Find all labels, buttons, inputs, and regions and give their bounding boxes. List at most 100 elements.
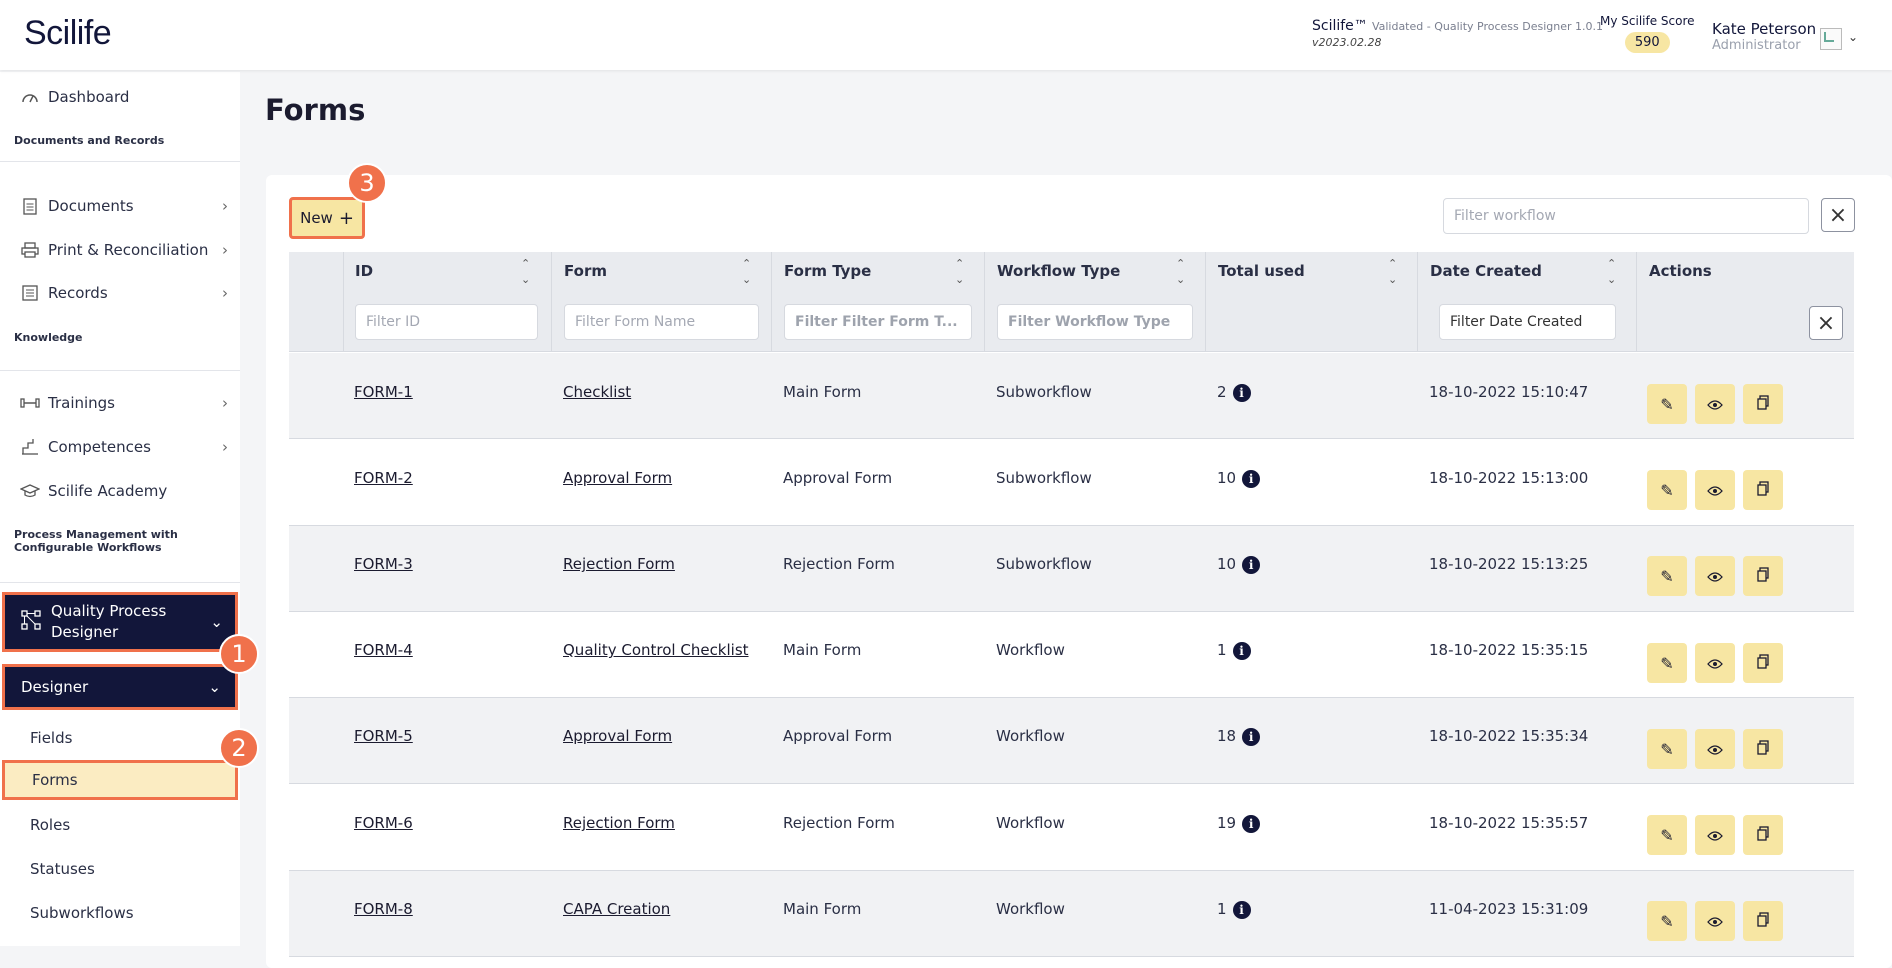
sidebar-item-subworkflows[interactable]: Subworkflows bbox=[30, 904, 134, 922]
info-icon[interactable]: i bbox=[1232, 641, 1251, 660]
info-icon[interactable]: i bbox=[1232, 383, 1251, 402]
form-id-link[interactable]: FORM-1 bbox=[354, 383, 413, 401]
copy-icon bbox=[1757, 739, 1769, 759]
edit-button[interactable]: ✎ bbox=[1647, 556, 1687, 596]
score-badge: 590 bbox=[1624, 32, 1670, 53]
edit-button[interactable]: ✎ bbox=[1647, 901, 1687, 941]
sidebar-item-fields[interactable]: Fields bbox=[30, 729, 73, 747]
copy-button[interactable] bbox=[1743, 729, 1783, 769]
view-button[interactable] bbox=[1695, 556, 1735, 596]
form-id-link[interactable]: FORM-4 bbox=[354, 641, 413, 659]
clear-column-filters-button[interactable]: × bbox=[1809, 306, 1843, 340]
form-name-link[interactable]: Approval Form bbox=[563, 469, 673, 487]
form-id-link[interactable]: FORM-8 bbox=[354, 900, 413, 918]
view-button[interactable] bbox=[1695, 470, 1735, 510]
sort-icon[interactable]: ⌃ ⌄ bbox=[521, 257, 531, 286]
form-name-link[interactable]: Quality Control Checklist bbox=[563, 641, 749, 659]
chevron-down-icon[interactable]: ⌄ bbox=[1848, 30, 1859, 44]
column-header-date-created[interactable]: Date Created bbox=[1430, 262, 1542, 280]
sidebar-item-statuses[interactable]: Statuses bbox=[30, 860, 95, 878]
copy-button[interactable] bbox=[1743, 470, 1783, 510]
sidebar-item-print-reconciliation[interactable]: Print & Reconciliation › bbox=[0, 230, 240, 270]
form-type-cell: Main Form bbox=[783, 641, 862, 659]
form-id-link[interactable]: FORM-5 bbox=[354, 727, 413, 745]
info-icon[interactable]: i bbox=[1242, 814, 1261, 833]
edit-button[interactable]: ✎ bbox=[1647, 729, 1687, 769]
user-role: Administrator bbox=[1712, 38, 1801, 53]
copy-button[interactable] bbox=[1743, 901, 1783, 941]
form-type-cell: Main Form bbox=[783, 383, 862, 401]
filter-date-created-input[interactable] bbox=[1439, 304, 1616, 340]
view-button[interactable] bbox=[1695, 384, 1735, 424]
view-button[interactable] bbox=[1695, 815, 1735, 855]
column-header-total-used[interactable]: Total used bbox=[1218, 262, 1305, 280]
chevron-down-icon: ⌄ bbox=[208, 678, 221, 696]
sidebar-item-quality-process-designer[interactable]: Quality Process Designer ⌄ bbox=[2, 592, 238, 652]
form-name-link[interactable]: Rejection Form bbox=[563, 814, 675, 832]
total-used-value: 18 bbox=[1217, 727, 1237, 745]
sidebar-item-dashboard[interactable]: Dashboard bbox=[0, 77, 240, 117]
column-header-form[interactable]: Form bbox=[564, 262, 607, 280]
sidebar-item-academy[interactable]: Scilife Academy bbox=[0, 471, 240, 511]
column-header-id[interactable]: ID bbox=[355, 262, 374, 280]
form-name-link[interactable]: Checklist bbox=[563, 383, 632, 401]
view-button[interactable] bbox=[1695, 643, 1735, 683]
copy-button[interactable] bbox=[1743, 643, 1783, 683]
chevron-right-icon: › bbox=[222, 197, 228, 215]
sidebar-item-competences[interactable]: Competences › bbox=[0, 427, 240, 467]
edit-button[interactable]: ✎ bbox=[1647, 815, 1687, 855]
sidebar-item-trainings[interactable]: Trainings › bbox=[0, 383, 240, 423]
info-icon[interactable]: i bbox=[1242, 469, 1261, 488]
page-title: Forms bbox=[265, 93, 366, 127]
edit-button[interactable]: ✎ bbox=[1647, 643, 1687, 683]
view-button[interactable] bbox=[1695, 901, 1735, 941]
filter-id-input[interactable] bbox=[355, 304, 538, 340]
column-header-form-type[interactable]: Form Type bbox=[784, 262, 872, 280]
user-info[interactable]: Kate Peterson Administrator bbox=[1712, 20, 1816, 53]
eye-icon bbox=[1707, 912, 1723, 931]
form-id-link[interactable]: FORM-3 bbox=[354, 555, 413, 573]
copy-button[interactable] bbox=[1743, 384, 1783, 424]
copy-button[interactable] bbox=[1743, 556, 1783, 596]
view-button[interactable] bbox=[1695, 729, 1735, 769]
info-icon[interactable]: i bbox=[1242, 555, 1261, 574]
clear-workflow-filter-button[interactable]: × bbox=[1821, 198, 1855, 232]
column-header-workflow-type[interactable]: Workflow Type bbox=[997, 262, 1121, 280]
filter-workflow-type-input[interactable] bbox=[997, 304, 1193, 340]
form-name-link[interactable]: Rejection Form bbox=[563, 555, 675, 573]
info-icon[interactable]: i bbox=[1232, 900, 1251, 919]
edit-button[interactable]: ✎ bbox=[1647, 384, 1687, 424]
table-row bbox=[289, 526, 1854, 612]
form-name-link[interactable]: Approval Form bbox=[563, 727, 673, 745]
document-icon bbox=[20, 197, 40, 215]
workflow-type-cell: Workflow bbox=[996, 641, 1065, 659]
filter-workflow-input[interactable] bbox=[1443, 198, 1809, 234]
sidebar-item-documents[interactable]: Documents › bbox=[0, 186, 240, 226]
form-id-link[interactable]: FORM-6 bbox=[354, 814, 413, 832]
sidebar-item-label: Records bbox=[48, 284, 108, 302]
avatar[interactable] bbox=[1820, 28, 1842, 50]
info-icon[interactable]: i bbox=[1242, 727, 1261, 746]
copy-button[interactable] bbox=[1743, 815, 1783, 855]
sort-icon[interactable]: ⌃ ⌄ bbox=[1388, 257, 1398, 286]
sort-icon[interactable]: ⌃ ⌄ bbox=[1176, 257, 1186, 286]
form-name-link[interactable]: CAPA Creation bbox=[563, 900, 671, 918]
filter-form-name-input[interactable] bbox=[564, 304, 759, 340]
scilife-logo[interactable]: Scilife bbox=[24, 14, 112, 52]
column-divider bbox=[1417, 252, 1418, 352]
sort-icon[interactable]: ⌃ ⌄ bbox=[742, 257, 752, 286]
sort-icon[interactable]: ⌃ ⌄ bbox=[955, 257, 965, 286]
sidebar-item-records[interactable]: Records › bbox=[0, 273, 240, 313]
new-form-button[interactable]: New + bbox=[289, 197, 365, 239]
sort-icon[interactable]: ⌃ ⌄ bbox=[1607, 257, 1617, 286]
table-row bbox=[289, 698, 1854, 784]
filter-form-type-input[interactable] bbox=[784, 304, 972, 340]
form-type-cell: Approval Form bbox=[783, 469, 893, 487]
sidebar-item-forms[interactable]: Forms bbox=[2, 760, 238, 800]
sidebar-item-roles[interactable]: Roles bbox=[30, 816, 71, 834]
edit-button[interactable]: ✎ bbox=[1647, 470, 1687, 510]
sidebar-item-designer[interactable]: Designer ⌄ bbox=[2, 664, 238, 710]
date-created-cell: 18-10-2022 15:35:34 bbox=[1429, 727, 1589, 745]
copy-icon bbox=[1757, 825, 1769, 845]
form-id-link[interactable]: FORM-2 bbox=[354, 469, 413, 487]
